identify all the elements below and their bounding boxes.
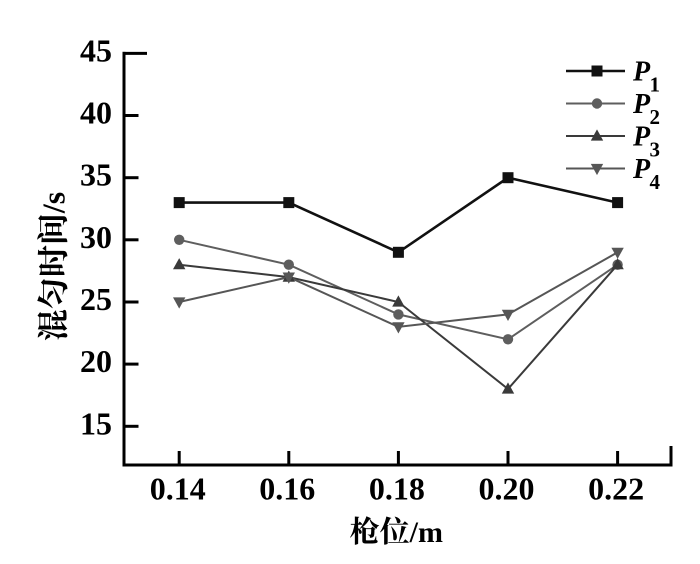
svg-text:40: 40 xyxy=(80,95,112,131)
svg-text:35: 35 xyxy=(80,157,112,193)
svg-text:0.18: 0.18 xyxy=(369,471,425,507)
svg-text:45: 45 xyxy=(80,32,112,68)
svg-text:0.16: 0.16 xyxy=(259,471,315,507)
svg-text:15: 15 xyxy=(80,405,112,441)
svg-text:P: P xyxy=(632,89,651,120)
svg-text:2: 2 xyxy=(650,105,661,129)
svg-text:P: P xyxy=(632,122,651,153)
svg-text:20: 20 xyxy=(80,343,112,379)
svg-text:25: 25 xyxy=(80,281,112,317)
svg-text:/m: /m xyxy=(409,516,443,549)
svg-text:/s: /s xyxy=(36,192,72,214)
svg-text:1: 1 xyxy=(650,73,661,97)
svg-text:P: P xyxy=(632,154,651,185)
svg-text:4: 4 xyxy=(650,170,661,194)
svg-text:0.14: 0.14 xyxy=(150,471,206,507)
svg-text:0.20: 0.20 xyxy=(479,471,535,507)
svg-text:0.22: 0.22 xyxy=(588,471,644,507)
svg-text:3: 3 xyxy=(650,138,661,162)
svg-text:30: 30 xyxy=(80,219,112,255)
svg-text:P: P xyxy=(632,57,651,88)
